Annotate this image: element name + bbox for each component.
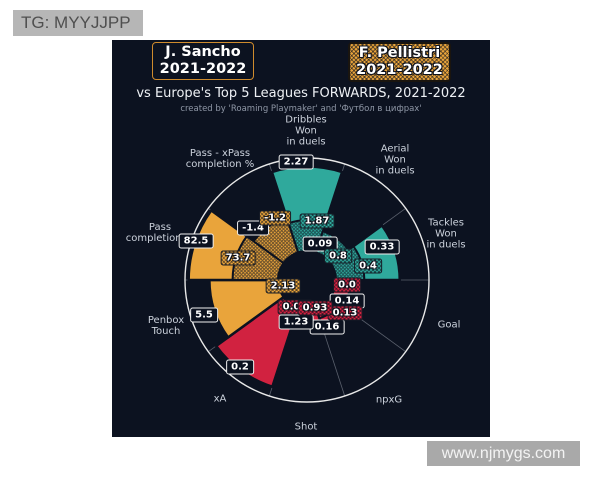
value-box-shot-sancho: 1.23 xyxy=(278,314,314,330)
value-box-pass-completion-pellistri: 73.7 xyxy=(220,250,256,266)
axis-label-shot: Shot xyxy=(294,421,318,433)
axis-label-goal: Goal xyxy=(437,319,461,331)
watermark-telegram: TG: MYYJJPP xyxy=(13,10,143,36)
chart-title: vs Europe's Top 5 Leagues FORWARDS, 2021… xyxy=(136,86,466,101)
axis-label-xa: xA xyxy=(213,393,227,405)
watermark-website: www.njmygs.com xyxy=(427,441,580,466)
value-box-goal-pellistri: 0.0 xyxy=(333,277,361,293)
chart-subtitle: created by 'Roaming Playmaker' and 'Футб… xyxy=(180,104,422,114)
center-hole xyxy=(277,250,337,310)
axis-label-tackles-won-in-duels: Tackles Won in duels xyxy=(426,217,466,251)
value-box-pass-completion-sancho: 82.5 xyxy=(178,233,214,249)
value-box-penbox-touch-sancho: 5.5 xyxy=(190,307,218,323)
chart-panel: J. Sancho 2021-2022 F. Pellistri 2021-20… xyxy=(112,40,490,437)
player1-badge: J. Sancho 2021-2022 xyxy=(152,42,254,80)
axis-label-aerial-won-in-duels: Aerial Won in duels xyxy=(375,143,415,177)
value-box-penbox-touch-pellistri: 2.13 xyxy=(265,278,301,294)
player2-season: 2021-2022 xyxy=(356,61,443,78)
value-box-npxg-pellistri: 0.13 xyxy=(327,305,363,321)
player2-badge: F. Pellistri 2021-2022 xyxy=(348,42,451,82)
value-box-aerial-won-in-duels-sancho: 0.09 xyxy=(302,236,338,252)
player1-name: J. Sancho xyxy=(165,44,241,60)
value-box-dribbles-won-in-duels-pellistri: 1.87 xyxy=(299,213,335,229)
axis-label-penbox-touch: Penbox Touch xyxy=(147,315,185,337)
axis-label-pass-xpass-completion: Pass - xPass completion % xyxy=(185,148,255,170)
axis-label-npxg: npxG xyxy=(375,394,403,406)
axis-label-dribbles-won-in-duels: Dribbles Won in duels xyxy=(285,114,327,148)
value-box-tackles-won-in-duels-pellistri: 0.4 xyxy=(354,258,382,274)
player1-season: 2021-2022 xyxy=(159,60,247,77)
player2-name: F. Pellistri xyxy=(358,45,441,61)
value-box-pass-xpass-completion-pellistri: -1.2 xyxy=(259,210,291,226)
value-box-dribbles-won-in-duels-sancho: 2.27 xyxy=(278,154,314,170)
value-box-aerial-won-in-duels-pellistri: 0.8 xyxy=(324,248,352,264)
value-box-xa-sancho: 0.2 xyxy=(226,359,254,375)
value-box-npxg-sancho: 0.16 xyxy=(309,319,345,335)
value-box-tackles-won-in-duels-sancho: 0.33 xyxy=(364,239,400,255)
value-box-shot-pellistri: 0.93 xyxy=(297,300,333,316)
